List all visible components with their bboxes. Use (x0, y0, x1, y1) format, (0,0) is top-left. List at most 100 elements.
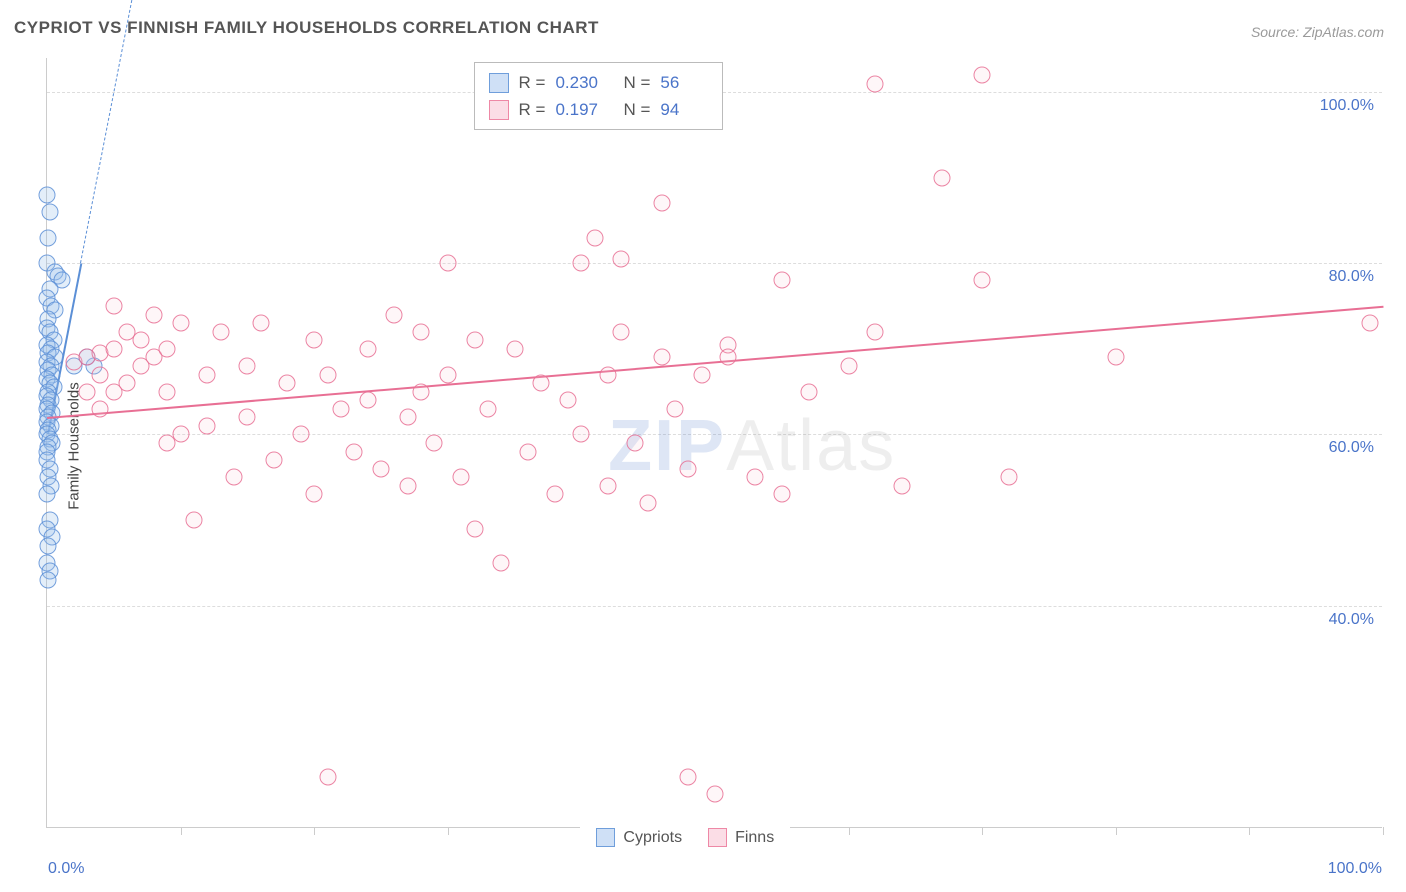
legend-row-cypriots: R =0.230N =56 (489, 69, 709, 96)
scatter-point-finns (399, 409, 416, 426)
scatter-point-finns (586, 229, 603, 246)
scatter-point-finns (974, 67, 991, 84)
scatter-point-finns (105, 340, 122, 357)
scatter-point-finns (252, 315, 269, 332)
scatter-point-finns (506, 340, 523, 357)
scatter-point-finns (319, 366, 336, 383)
scatter-point-finns (800, 383, 817, 400)
scatter-point-finns (159, 340, 176, 357)
scatter-point-cypriots (40, 571, 57, 588)
scatter-point-finns (185, 512, 202, 529)
scatter-point-finns (319, 768, 336, 785)
scatter-point-finns (119, 375, 136, 392)
scatter-point-finns (226, 469, 243, 486)
scatter-point-finns (840, 358, 857, 375)
scatter-point-finns (466, 332, 483, 349)
x-tick (1383, 827, 1384, 835)
scatter-point-finns (159, 383, 176, 400)
correlation-legend: R =0.230N =56R =0.197N =94 (474, 62, 724, 130)
trend-line-ext-cypriots (80, 0, 168, 264)
x-tick (1116, 827, 1117, 835)
scatter-point-finns (546, 486, 563, 503)
scatter-point-finns (680, 460, 697, 477)
scatter-point-finns (386, 306, 403, 323)
y-tick-label: 40.0% (1329, 611, 1374, 629)
scatter-point-finns (332, 400, 349, 417)
scatter-point-finns (373, 460, 390, 477)
scatter-point-finns (199, 417, 216, 434)
scatter-point-finns (266, 452, 283, 469)
scatter-point-finns (867, 75, 884, 92)
legend-swatch (489, 100, 509, 120)
x-tick (982, 827, 983, 835)
scatter-point-finns (239, 358, 256, 375)
scatter-point-finns (894, 477, 911, 494)
scatter-point-finns (105, 298, 122, 315)
gridline-h (47, 434, 1382, 435)
chart-source: Source: ZipAtlas.com (1251, 24, 1384, 40)
scatter-point-finns (92, 366, 109, 383)
x-tick (181, 827, 182, 835)
legend-n-label: N = (623, 69, 650, 96)
scatter-point-finns (666, 400, 683, 417)
scatter-point-finns (653, 349, 670, 366)
scatter-point-finns (573, 255, 590, 272)
scatter-point-cypriots (39, 486, 56, 503)
legend-swatch (489, 73, 509, 93)
scatter-point-finns (359, 340, 376, 357)
scatter-point-finns (613, 251, 630, 268)
scatter-point-finns (519, 443, 536, 460)
series-legend-item-finns: Finns (708, 828, 774, 847)
scatter-point-cypriots (41, 204, 58, 221)
scatter-point-finns (1107, 349, 1124, 366)
scatter-point-finns (720, 349, 737, 366)
scatter-point-finns (653, 195, 670, 212)
scatter-point-finns (239, 409, 256, 426)
scatter-point-finns (560, 392, 577, 409)
x-axis-max-label: 100.0% (1328, 860, 1382, 878)
y-tick-label: 80.0% (1329, 268, 1374, 286)
y-tick-label: 60.0% (1329, 439, 1374, 457)
series-label: Finns (735, 829, 774, 847)
scatter-point-finns (773, 272, 790, 289)
scatter-point-finns (199, 366, 216, 383)
scatter-point-finns (92, 400, 109, 417)
scatter-point-cypriots (40, 537, 57, 554)
legend-swatch (708, 828, 727, 847)
x-tick (849, 827, 850, 835)
scatter-point-finns (346, 443, 363, 460)
scatter-point-finns (466, 520, 483, 537)
scatter-point-finns (747, 469, 764, 486)
scatter-point-finns (413, 323, 430, 340)
scatter-point-finns (680, 768, 697, 785)
scatter-point-finns (306, 486, 323, 503)
scatter-point-finns (707, 785, 724, 802)
scatter-point-finns (145, 306, 162, 323)
scatter-point-finns (426, 435, 443, 452)
scatter-point-finns (573, 426, 590, 443)
scatter-point-finns (279, 375, 296, 392)
legend-row-finns: R =0.197N =94 (489, 96, 709, 123)
scatter-point-finns (493, 554, 510, 571)
legend-n-label: N = (623, 96, 650, 123)
scatter-point-finns (212, 323, 229, 340)
x-tick (314, 827, 315, 835)
scatter-point-finns (613, 323, 630, 340)
scatter-point-finns (640, 494, 657, 511)
scatter-point-finns (172, 315, 189, 332)
y-tick-label: 100.0% (1320, 97, 1374, 115)
chart-title: CYPRIOT VS FINNISH FAMILY HOUSEHOLDS COR… (14, 18, 599, 38)
gridline-h (47, 263, 1382, 264)
scatter-point-cypriots (39, 186, 56, 203)
legend-n-value: 56 (660, 69, 708, 96)
scatter-point-finns (693, 366, 710, 383)
scatter-point-finns (172, 426, 189, 443)
chart-plot-area: 40.0%60.0%80.0%100.0%ZIPAtlas (46, 58, 1382, 828)
legend-r-value: 0.230 (555, 69, 603, 96)
scatter-point-finns (934, 169, 951, 186)
scatter-point-finns (533, 375, 550, 392)
scatter-point-finns (292, 426, 309, 443)
scatter-point-finns (453, 469, 470, 486)
scatter-point-finns (132, 332, 149, 349)
legend-swatch (596, 828, 615, 847)
